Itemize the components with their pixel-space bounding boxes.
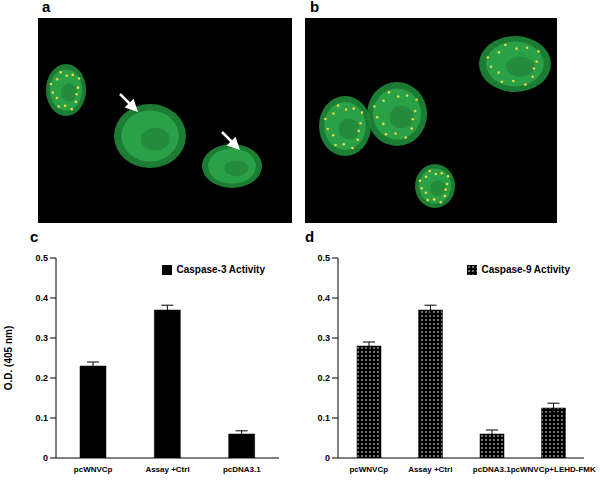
svg-text:0.2: 0.2 (317, 373, 330, 383)
svg-text:0: 0 (325, 453, 330, 463)
svg-text:pcWNVCp+LEHD-FMK: pcWNVCp+LEHD-FMK (511, 465, 592, 474)
svg-text:pcWNVCp: pcWNVCp (349, 465, 388, 474)
html-text:Caspase-9 Activity: Caspase-9 Activity (481, 264, 570, 275)
svg-text:0: 0 (43, 453, 48, 463)
html-text:c: c (30, 228, 39, 245)
svg-text:Assay +Ctrl: Assay +Ctrl (408, 465, 452, 474)
svg-text:0.5: 0.5 (35, 253, 48, 263)
svg-text:0.3: 0.3 (35, 333, 48, 343)
svg-text:0.3: 0.3 (317, 333, 330, 343)
svg-text:0.5: 0.5 (317, 253, 330, 263)
html-text:Caspase-3 Activity: Caspase-3 Activity (176, 264, 265, 275)
svg-text:0.1: 0.1 (317, 413, 330, 423)
svg-text:Assay +Ctrl: Assay +Ctrl (145, 465, 189, 474)
svg-text:pcDNA3.1: pcDNA3.1 (223, 465, 261, 474)
svg-text:0.2: 0.2 (35, 373, 48, 383)
svg-text:0.4: 0.4 (35, 293, 48, 303)
svg-text:0.4: 0.4 (317, 293, 330, 303)
html-text:d: d (305, 228, 315, 245)
svg-text:O.D. (405 nm): O.D. (405 nm) (8, 326, 14, 390)
svg-text:0.1: 0.1 (35, 413, 48, 423)
svg-text:pcDNA3.1: pcDNA3.1 (473, 465, 511, 474)
svg-text:pcWNVCp: pcWNVCp (74, 465, 113, 474)
